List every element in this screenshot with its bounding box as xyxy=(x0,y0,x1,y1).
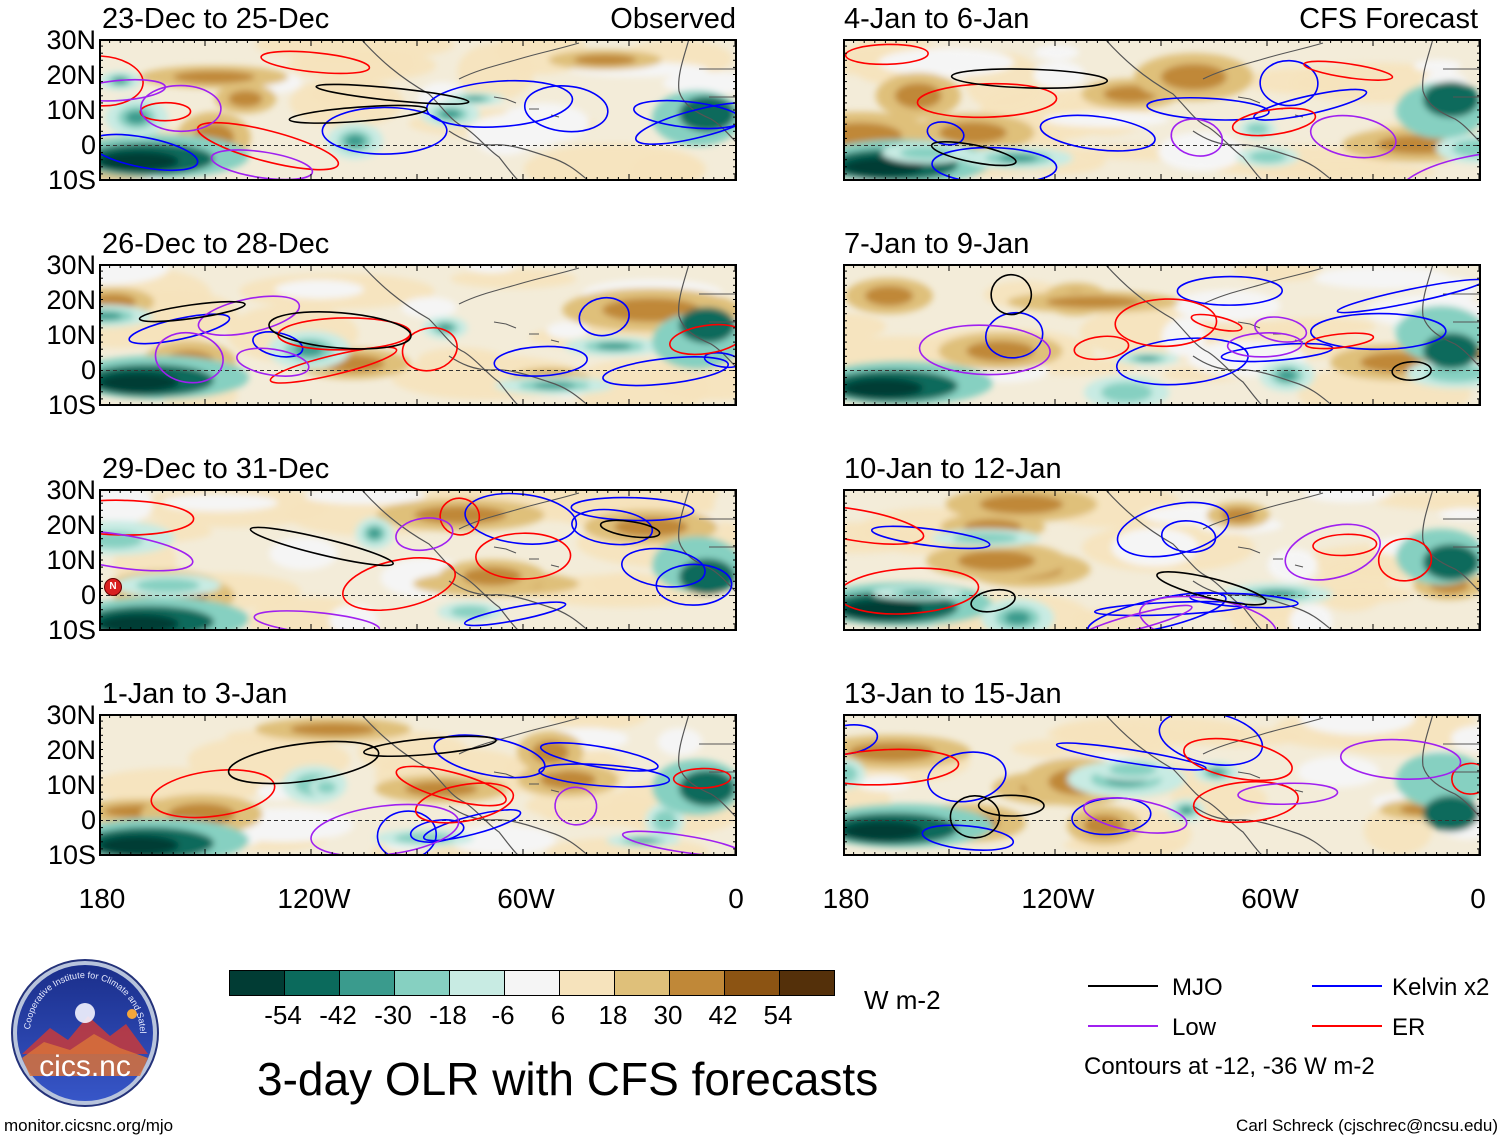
lat-label-0: 0 xyxy=(80,580,96,610)
panel-title-4: 1-Jan to 3-Jan xyxy=(102,678,288,710)
colorbar-units: W m-2 xyxy=(864,985,941,1015)
colorbar-swatch xyxy=(449,970,505,996)
panel-title-1: 23-Dec to 25-Dec xyxy=(102,3,330,35)
olr-map-panel-4 xyxy=(99,714,737,856)
lat-label-30n: 30N xyxy=(46,700,96,730)
lon-label-0-left: 0 xyxy=(728,883,744,914)
legend-label-low: Low xyxy=(1172,1014,1217,1041)
lat-label-0: 0 xyxy=(80,130,96,160)
lat-label-20n: 20N xyxy=(46,735,96,765)
legend-line-low xyxy=(1088,1025,1158,1027)
olr-map-panel-6 xyxy=(843,264,1481,406)
panel-title-6: 7-Jan to 9-Jan xyxy=(844,228,1030,260)
colorbar-swatch xyxy=(339,970,395,996)
panel-title-5: 4-Jan to 6-Jan xyxy=(844,3,1030,35)
lat-label-20n: 20N xyxy=(46,60,96,90)
lat-label-30n: 30N xyxy=(46,25,96,55)
lat-label-10s: 10S xyxy=(47,615,96,645)
colorbar-swatch xyxy=(284,970,340,996)
lat-label-10n: 10N xyxy=(46,770,96,800)
colorbar-label: 30 xyxy=(653,1000,683,1030)
credit-text: Carl Schreck (cjschrec@ncsu.edu) xyxy=(1236,1116,1498,1135)
colorbar-swatch xyxy=(394,970,450,996)
cfs-forecast-label: CFS Forecast xyxy=(1299,3,1478,35)
olr-map-panel-8 xyxy=(843,714,1481,856)
panel-title-3: 29-Dec to 31-Dec xyxy=(102,453,330,485)
contour-note: Contours at -12, -36 W m-2 xyxy=(1084,1053,1375,1080)
observed-label: Observed xyxy=(610,3,736,35)
logo-text: cics.nc xyxy=(39,1050,131,1083)
lon-label-60w-left: 60W xyxy=(497,883,555,914)
colorbar-label: -30 xyxy=(374,1000,412,1030)
legend-label-kelvin: Kelvin x2 xyxy=(1392,974,1490,1001)
legend-label-mjo: MJO xyxy=(1172,974,1223,1001)
lat-label-10n: 10N xyxy=(46,95,96,125)
panel-title-8: 13-Jan to 15-Jan xyxy=(844,678,1062,710)
legend-line-er xyxy=(1312,1025,1382,1027)
lat-label-0: 0 xyxy=(80,355,96,385)
lat-label-30n: 30N xyxy=(46,475,96,505)
colorbar-label: 42 xyxy=(708,1000,738,1030)
olr-map-panel-5 xyxy=(843,39,1481,181)
figure-title: 3-day OLR with CFS forecasts xyxy=(257,1053,879,1105)
lon-label-180-right: 180 xyxy=(822,883,870,914)
colorbar-swatch xyxy=(614,970,670,996)
legend-label-er: ER xyxy=(1392,1014,1426,1041)
colorbar-swatch xyxy=(504,970,560,996)
colorbar-swatch xyxy=(779,970,835,996)
colorbar-swatch xyxy=(724,970,780,996)
colorbar-label: 54 xyxy=(763,1000,793,1030)
legend-line-mjo xyxy=(1088,985,1158,987)
lat-label-10n: 10N xyxy=(46,320,96,350)
colorbar-label: -6 xyxy=(491,1000,515,1030)
olr-map-panel-3 xyxy=(99,489,737,631)
storm-marker: N xyxy=(104,578,122,596)
panel-title-7: 10-Jan to 12-Jan xyxy=(844,453,1062,485)
lon-label-0-right: 0 xyxy=(1470,883,1486,914)
olr-map-panel-7 xyxy=(843,489,1481,631)
colorbar-label: -54 xyxy=(264,1000,302,1030)
colorbar xyxy=(229,970,835,996)
colorbar-swatch xyxy=(559,970,615,996)
website-url[interactable]: monitor.cicsnc.org/mjo xyxy=(4,1116,174,1135)
colorbar-label: 6 xyxy=(550,1000,566,1030)
olr-map-panel-2 xyxy=(99,264,737,406)
lat-label-10s: 10S xyxy=(47,390,96,420)
lat-label-10n: 10N xyxy=(46,545,96,575)
panel-title-2: 26-Dec to 28-Dec xyxy=(102,228,330,260)
colorbar-label: 18 xyxy=(598,1000,628,1030)
lat-label-10s: 10S xyxy=(47,165,96,195)
lat-label-10s: 10S xyxy=(47,840,96,870)
legend-line-kelvin xyxy=(1312,985,1382,987)
lon-label-60w-right: 60W xyxy=(1241,883,1299,914)
lon-label-120w-right: 120W xyxy=(1021,883,1095,914)
colorbar-label: -42 xyxy=(319,1000,357,1030)
colorbar-label: -18 xyxy=(429,1000,467,1030)
lon-label-120w-left: 120W xyxy=(277,883,351,914)
lat-label-0: 0 xyxy=(80,805,96,835)
cics-logo: Cooperative Institute for Climate and Sa… xyxy=(10,958,159,1107)
lon-label-180-left: 180 xyxy=(78,883,126,914)
olr-map-panel-1 xyxy=(99,39,737,181)
lat-label-20n: 20N xyxy=(46,510,96,540)
colorbar-swatch xyxy=(669,970,725,996)
lat-label-20n: 20N xyxy=(46,285,96,315)
lat-label-30n: 30N xyxy=(46,250,96,280)
colorbar-swatch xyxy=(229,970,285,996)
